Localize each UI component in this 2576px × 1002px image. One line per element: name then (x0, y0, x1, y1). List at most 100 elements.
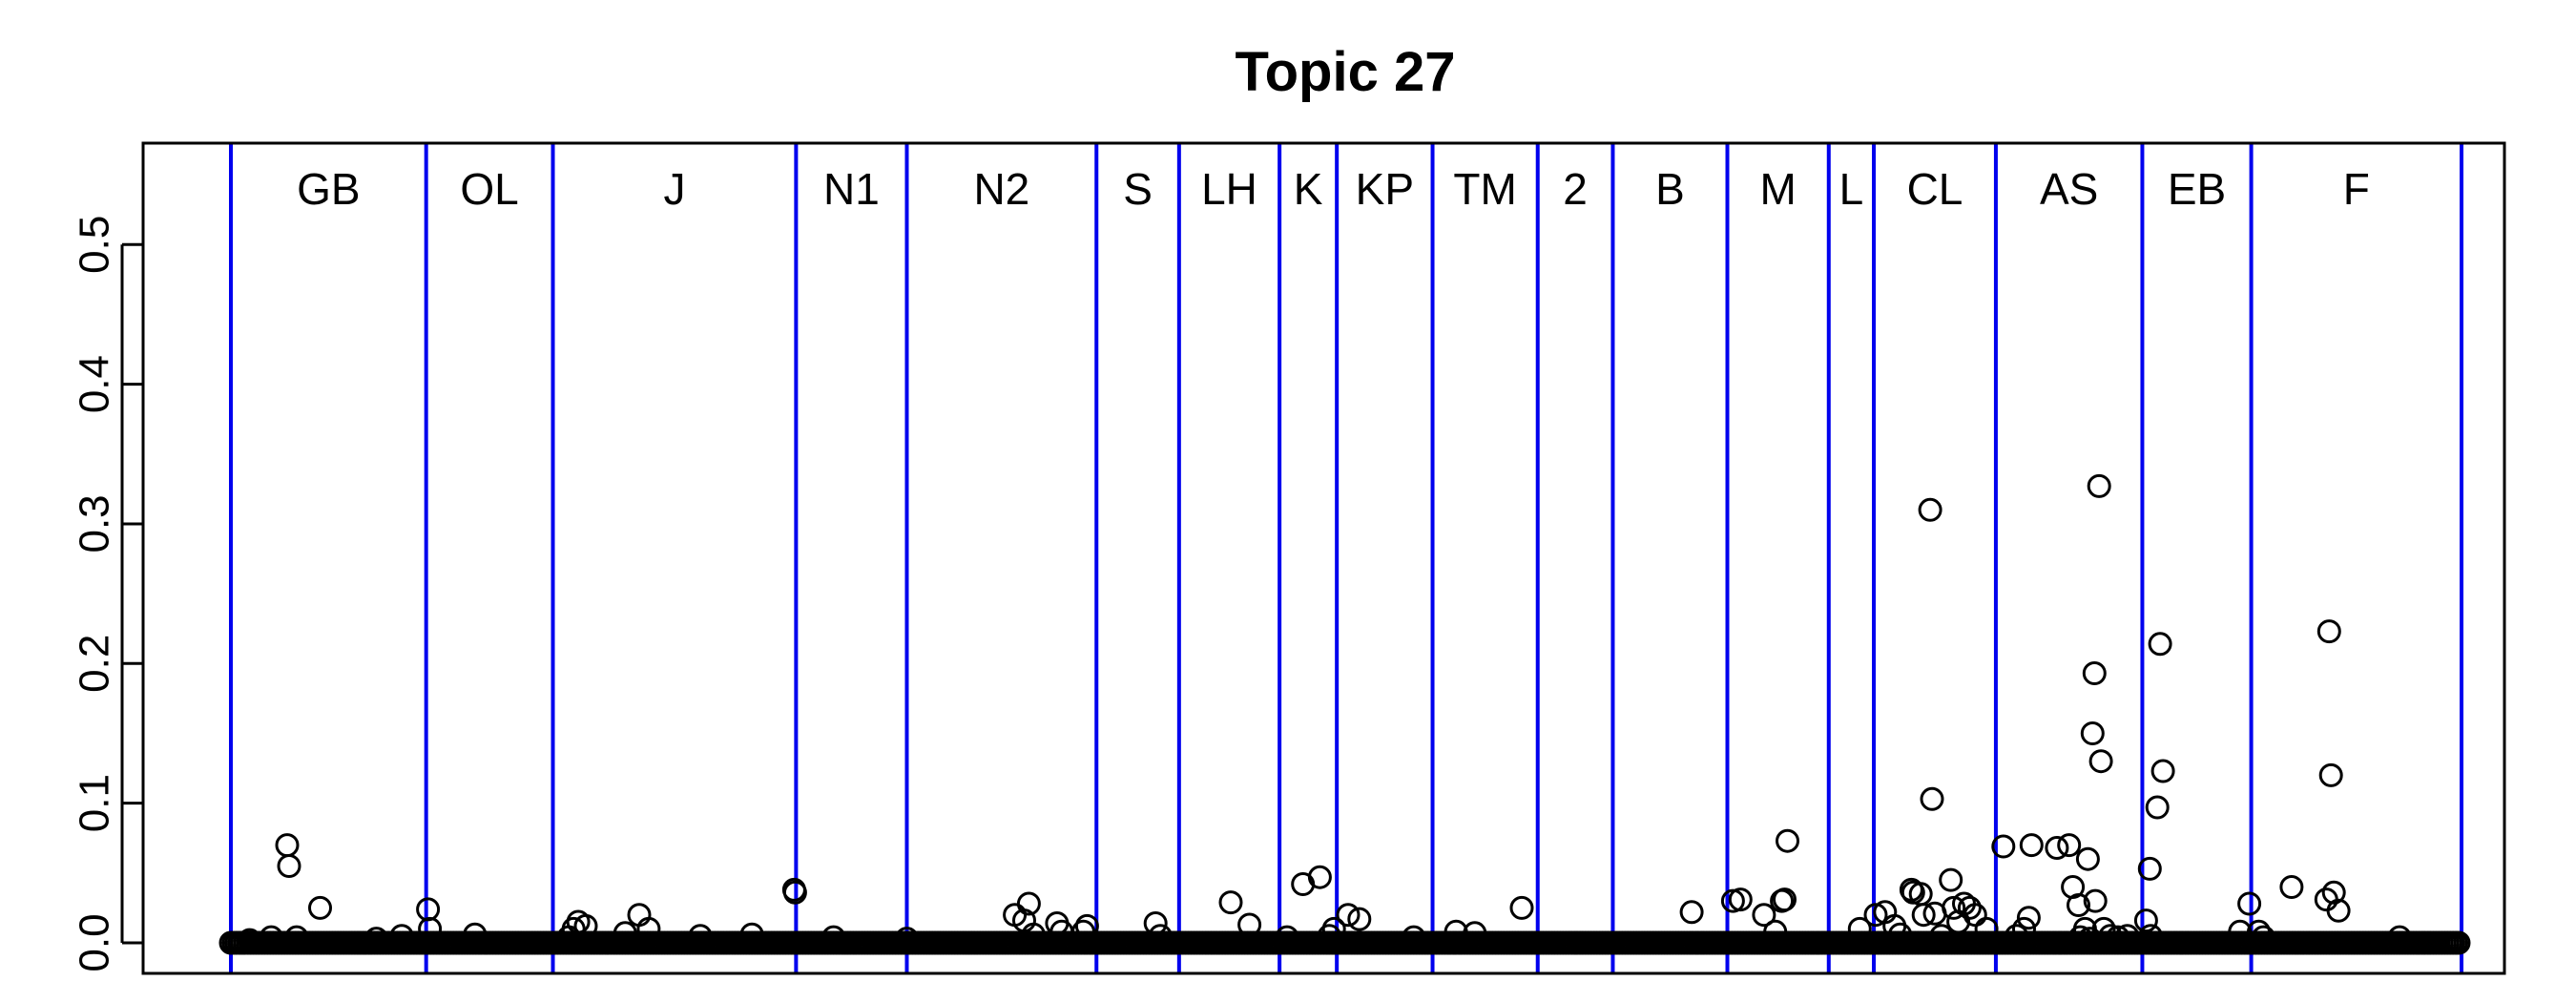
segment-label: K (1294, 164, 1323, 214)
data-point (1321, 916, 1346, 941)
data-point (1307, 865, 1332, 889)
data-point (1444, 919, 1468, 944)
data-point (1888, 922, 1913, 947)
data-point (1918, 497, 1942, 522)
data-point (2082, 661, 2107, 685)
data-point (2115, 924, 2140, 949)
y-tick-label: 0.2 (71, 635, 117, 693)
data-point (1237, 912, 1262, 937)
data-point (1942, 895, 1966, 920)
data-point (2148, 632, 2172, 657)
data-point (613, 921, 637, 946)
data-point (2075, 846, 2100, 871)
data-point (2019, 833, 2044, 858)
data-point (2106, 925, 2130, 950)
data-point (2080, 721, 2105, 745)
data-point (2133, 908, 2158, 933)
data-point (2067, 893, 2090, 917)
data-points (218, 473, 2471, 955)
data-point (2150, 759, 2175, 783)
data-point (1021, 922, 1046, 947)
data-point (1071, 919, 1095, 944)
segment-label: M (1759, 164, 1796, 214)
data-point (1991, 834, 2016, 859)
data-point (2387, 925, 2412, 950)
data-point (259, 925, 283, 950)
data-point (2088, 749, 2113, 774)
data-point (463, 922, 488, 947)
segment-label: 2 (1563, 164, 1588, 214)
chart-title: Topic 27 (1236, 41, 1456, 103)
data-point (2057, 833, 2082, 858)
data-point (1218, 890, 1243, 915)
y-tick-label: 0.1 (71, 774, 117, 832)
data-point (1911, 903, 1936, 928)
data-point (2326, 898, 2351, 923)
data-point (782, 880, 807, 905)
segment-label: N1 (823, 164, 880, 214)
data-point (1974, 916, 1999, 941)
segment-label: AS (2040, 164, 2098, 214)
segment-label: B (1655, 164, 1685, 214)
data-point (2083, 888, 2108, 913)
segment-label: EB (2168, 164, 2226, 214)
data-point (2318, 762, 2343, 787)
y-axis: 0.0 0.1 0.2 0.3 0.4 0.5 (71, 216, 143, 972)
y-tick-label: 0.3 (71, 494, 117, 553)
data-point (1939, 867, 1963, 892)
data-point (2005, 924, 2029, 949)
segment-label: F (2343, 164, 2370, 214)
data-point (2237, 891, 2262, 916)
y-tick-label: 0.5 (71, 216, 117, 274)
data-point (1016, 891, 1041, 916)
data-point (688, 924, 713, 949)
data-point (364, 927, 388, 951)
data-point (2016, 906, 2041, 930)
data-point (1863, 903, 1888, 928)
segment-dividers (229, 143, 2463, 973)
segment-label: TM (1453, 164, 1516, 214)
data-point (895, 927, 919, 951)
segment-label: CL (1907, 164, 1963, 214)
segment-label: KP (1356, 164, 1414, 214)
data-point (1679, 900, 1704, 925)
data-point (1929, 924, 1954, 949)
data-point (1752, 903, 1776, 928)
data-point (1143, 911, 1168, 935)
data-point (2321, 880, 2346, 905)
segment-label: J (663, 164, 685, 214)
data-point (2316, 619, 2341, 644)
data-point (2247, 919, 2271, 944)
data-point (636, 916, 661, 941)
y-tick-label: 0.0 (71, 913, 117, 971)
data-point (1347, 907, 1372, 931)
plot-frame (141, 141, 2506, 975)
data-point (821, 925, 846, 950)
data-point (275, 833, 300, 858)
data-point (1728, 887, 1753, 912)
data-point (1776, 828, 1799, 853)
data-point (1920, 786, 1944, 811)
data-point (2251, 925, 2275, 950)
data-point (2045, 836, 2069, 860)
segment-label: LH (1201, 164, 1257, 214)
data-point (739, 922, 764, 947)
segment-label: GB (297, 164, 360, 214)
data-point (1957, 895, 1982, 920)
segment-label: S (1123, 164, 1153, 214)
data-point (1402, 925, 1426, 950)
data-point (1074, 913, 1099, 938)
data-point (1847, 916, 1872, 941)
data-point (389, 924, 414, 949)
data-point (2137, 856, 2162, 881)
data-point (418, 916, 443, 941)
segment-label: OL (460, 164, 518, 214)
data-point (1148, 924, 1173, 949)
y-tick-label: 0.4 (71, 355, 117, 413)
data-point (308, 895, 332, 920)
segment-label: L (1839, 164, 1864, 214)
data-point (284, 925, 309, 950)
data-point (1463, 921, 1487, 946)
data-point (1509, 895, 1534, 920)
